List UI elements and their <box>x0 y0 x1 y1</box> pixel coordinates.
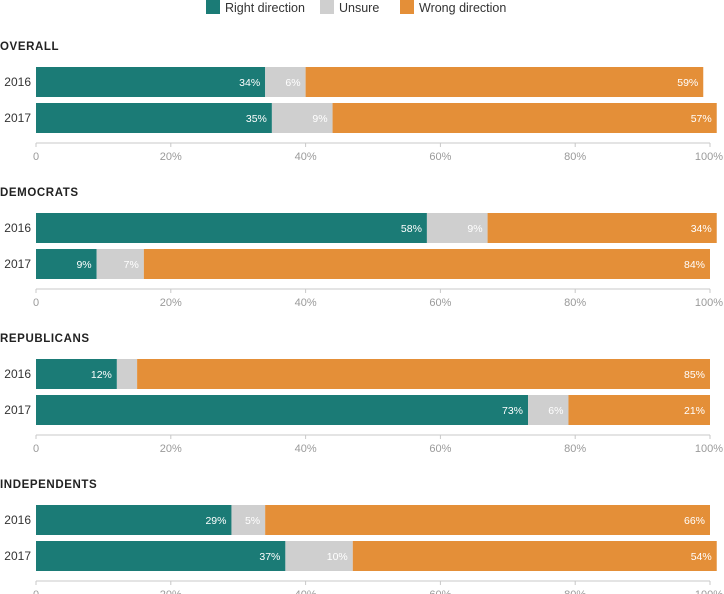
x-tick-label: 80% <box>564 297 586 309</box>
data-label-right: 35% <box>246 113 267 125</box>
data-label-right: 12% <box>91 369 112 381</box>
bar-segment-wrong <box>305 67 704 97</box>
year-label: 2016 <box>4 221 31 235</box>
x-tick-label: 0 <box>33 443 39 455</box>
panel-title-independents: INDEPENDENTS <box>0 479 97 491</box>
x-tick-label: 60% <box>429 297 451 309</box>
bar-segment-unsure <box>265 67 306 97</box>
bar-segment-unsure <box>426 213 488 243</box>
x-tick-label: 80% <box>564 151 586 163</box>
panel-title-democrats: DEMOCRATS <box>0 187 79 199</box>
data-label-wrong: 59% <box>677 77 698 89</box>
bar-segment-unsure <box>271 103 333 133</box>
bar-segment-wrong <box>352 541 717 571</box>
x-tick-label: 100% <box>695 589 723 594</box>
bar-segment-wrong <box>487 213 717 243</box>
data-label-wrong: 54% <box>691 551 712 563</box>
data-label-unsure: 9% <box>467 223 482 235</box>
bar-segment-wrong <box>265 505 710 535</box>
x-tick-label: 40% <box>295 589 317 594</box>
legend-label-right: Right direction <box>225 1 305 15</box>
bar-segment-unsure <box>116 359 138 389</box>
year-label: 2016 <box>4 367 31 381</box>
x-tick-label: 0 <box>33 151 39 163</box>
year-label: 2017 <box>4 111 31 125</box>
data-label-right: 34% <box>239 77 260 89</box>
bar-segment-right <box>36 541 286 571</box>
data-label-unsure: 6% <box>285 77 300 89</box>
bar-segment-unsure <box>528 395 569 425</box>
x-tick-label: 0 <box>33 297 39 309</box>
bar-segment-wrong <box>332 103 717 133</box>
bar-segment-right <box>36 67 266 97</box>
bar-segment-right <box>36 395 529 425</box>
x-tick-label: 20% <box>160 589 182 594</box>
x-tick-label: 0 <box>33 589 39 594</box>
year-label: 2017 <box>4 549 31 563</box>
bar-segment-right <box>36 359 117 389</box>
x-tick-label: 40% <box>295 443 317 455</box>
x-tick-label: 80% <box>564 589 586 594</box>
data-label-right: 9% <box>76 259 91 271</box>
x-tick-label: 60% <box>429 589 451 594</box>
data-label-wrong: 85% <box>684 369 705 381</box>
legend-swatch-unsure <box>320 0 334 14</box>
data-label-wrong: 66% <box>684 515 705 527</box>
x-tick-label: 100% <box>695 443 723 455</box>
bar-segment-wrong <box>137 359 711 389</box>
x-tick-label: 60% <box>429 151 451 163</box>
x-tick-label: 80% <box>564 443 586 455</box>
data-label-wrong: 34% <box>691 223 712 235</box>
x-tick-label: 100% <box>695 151 723 163</box>
bar-segment-wrong <box>143 249 711 279</box>
bar-segment-wrong <box>568 395 710 425</box>
data-label-right: 29% <box>205 515 226 527</box>
bar-segment-unsure <box>96 249 144 279</box>
data-label-right: 73% <box>502 405 523 417</box>
x-tick-label: 60% <box>429 443 451 455</box>
x-tick-label: 40% <box>295 151 317 163</box>
x-tick-label: 40% <box>295 297 317 309</box>
data-label-unsure: 7% <box>124 259 139 271</box>
data-label-unsure: 9% <box>312 113 327 125</box>
bar-segment-unsure <box>285 541 353 571</box>
year-label: 2017 <box>4 257 31 271</box>
data-label-wrong: 84% <box>684 259 705 271</box>
x-tick-label: 20% <box>160 151 182 163</box>
x-tick-label: 20% <box>160 297 182 309</box>
legend-label-unsure: Unsure <box>339 1 379 15</box>
panel-title-republicans: REPUBLICANS <box>0 333 90 345</box>
data-label-wrong: 21% <box>684 405 705 417</box>
data-label-unsure: 5% <box>245 515 260 527</box>
legend-swatch-wrong <box>400 0 414 14</box>
data-label-right: 37% <box>259 551 280 563</box>
bar-segment-unsure <box>231 505 266 535</box>
year-label: 2016 <box>4 75 31 89</box>
data-label-right: 58% <box>401 223 422 235</box>
bar-segment-right <box>36 505 232 535</box>
data-label-unsure: 6% <box>548 405 563 417</box>
bar-segment-right <box>36 213 427 243</box>
bar-segment-right <box>36 103 272 133</box>
year-label: 2016 <box>4 513 31 527</box>
x-tick-label: 20% <box>160 443 182 455</box>
bar-segment-right <box>36 249 97 279</box>
data-label-unsure: 10% <box>327 551 348 563</box>
panel-title-overall: OVERALL <box>0 41 59 53</box>
data-label-wrong: 57% <box>691 113 712 125</box>
x-tick-label: 100% <box>695 297 723 309</box>
legend-swatch-right <box>206 0 220 14</box>
legend-label-wrong: Wrong direction <box>419 1 506 15</box>
year-label: 2017 <box>4 403 31 417</box>
